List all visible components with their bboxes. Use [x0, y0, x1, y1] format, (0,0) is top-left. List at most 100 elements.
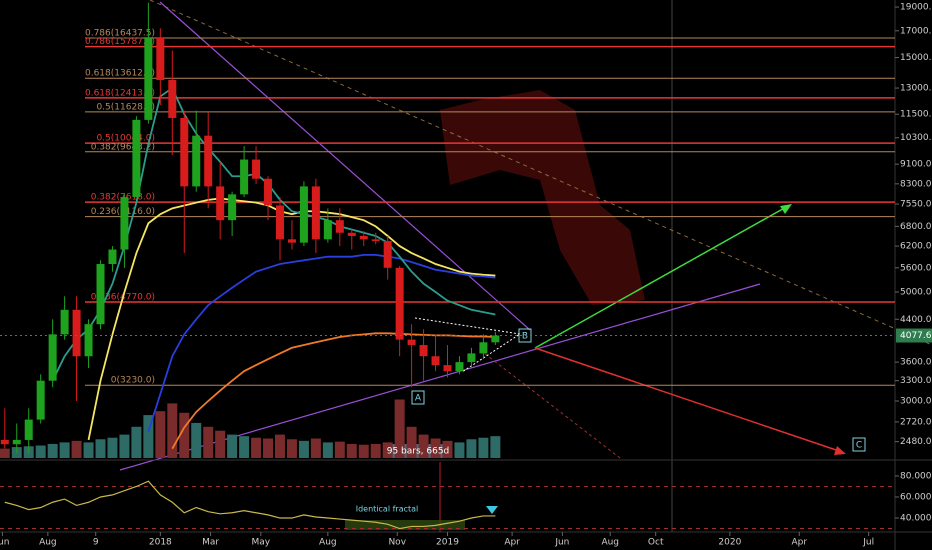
- indicator-tick-label: 40.0000: [900, 514, 932, 524]
- candle-body: [491, 335, 500, 343]
- candle-body: [108, 249, 117, 265]
- trendline: [119, 283, 761, 471]
- x-tick-label: 2020: [718, 538, 741, 548]
- candle-body: [144, 37, 153, 120]
- volume-bar: [179, 412, 190, 458]
- volume-bar: [394, 399, 405, 458]
- volume-bar: [143, 415, 154, 458]
- y-tick-label: 5600.0: [900, 263, 932, 273]
- volume-bar: [83, 442, 94, 458]
- y-tick-label: 7550.0: [900, 200, 932, 210]
- x-tick-label: May: [252, 538, 271, 548]
- level-label: 0.5(11628.0): [96, 102, 155, 112]
- candle-body: [204, 135, 213, 187]
- volume-bar: [346, 443, 357, 458]
- volume-bar: [466, 439, 477, 458]
- annotation: B: [522, 332, 528, 342]
- candle-body: [180, 117, 189, 187]
- x-tick-label: 9: [93, 538, 99, 548]
- candle-body: [264, 178, 273, 206]
- volume-bar: [418, 434, 429, 458]
- candle-body: [323, 220, 332, 240]
- y-tick-label: 3300.0: [900, 376, 932, 386]
- y-tick-label: 8300.0: [900, 179, 932, 189]
- indicator-tick-label: 80.0000: [900, 471, 932, 481]
- candle-body: [60, 309, 69, 335]
- candle-body: [240, 159, 249, 195]
- y-tick-label: 6800.0: [900, 222, 932, 232]
- arrow-head: [834, 446, 846, 455]
- y-tick-label: 2720.0: [900, 417, 932, 427]
- candle-body: [347, 232, 356, 236]
- volume-bar: [59, 442, 70, 458]
- candle-body: [156, 37, 165, 81]
- volume-bar: [286, 439, 297, 458]
- candle-body: [96, 264, 105, 325]
- candle-body: [84, 324, 93, 357]
- candle-body: [311, 186, 320, 240]
- arrow: [534, 205, 789, 349]
- candle-body: [36, 380, 45, 420]
- candle-body: [371, 239, 380, 241]
- annotation: A: [415, 394, 422, 404]
- x-tick-label: Apr: [791, 538, 807, 548]
- candle-body: [299, 186, 308, 243]
- volume-bar: [203, 426, 214, 458]
- volume-bar: [274, 434, 285, 458]
- x-tick-label: Oct: [648, 538, 664, 548]
- annotation: 95 bars, 665d: [387, 447, 450, 457]
- volume-bar: [263, 438, 274, 458]
- annotation-box: [852, 437, 866, 452]
- x-tick-label: 2018: [149, 538, 172, 548]
- candle-body: [24, 419, 33, 440]
- trendline: [479, 349, 621, 459]
- volume-bar: [442, 440, 453, 458]
- candle-body: [72, 309, 81, 357]
- x-tick-label: Aug: [319, 538, 337, 548]
- level-label: 0.5(10044.0): [96, 134, 155, 144]
- candle-body: [443, 365, 452, 372]
- volume-bar: [191, 422, 202, 458]
- candle-body: [467, 353, 476, 363]
- candle-body: [419, 345, 428, 357]
- volume-bar: [322, 442, 333, 458]
- candle-body: [479, 342, 488, 354]
- volume-bar: [251, 437, 262, 458]
- x-tick-label: Mar: [202, 538, 219, 548]
- triangle: [414, 317, 522, 373]
- x-tick-label: Nov: [388, 538, 406, 548]
- x-tick-label: Apr: [504, 538, 520, 548]
- volume-bar: [382, 442, 393, 458]
- volume-bar: [334, 441, 345, 458]
- indicator-tick-label: 60.0000: [900, 493, 932, 503]
- x-tick-label: Jul: [862, 538, 874, 548]
- volume-bar: [454, 442, 465, 458]
- volume-bar: [310, 438, 321, 458]
- y-tick-label: 5000.0: [900, 287, 932, 297]
- candle-body: [168, 80, 177, 118]
- down-arrow: [486, 506, 498, 514]
- candle-body: [228, 194, 237, 221]
- level-label: 0.786(16437.5): [85, 28, 155, 38]
- y-tick-label: 19000.0: [900, 3, 932, 13]
- annotation: C: [856, 441, 862, 451]
- candle-body: [0, 439, 9, 445]
- level-label: 0.382(9643.2): [91, 142, 155, 152]
- candle-body: [359, 235, 368, 240]
- x-tick-label: 2019: [436, 538, 459, 548]
- volume-bar: [215, 430, 226, 458]
- arrow-head: [780, 204, 792, 214]
- last-price-box: [896, 328, 932, 343]
- moving-average: [147, 253, 496, 432]
- volume-bar: [35, 445, 46, 458]
- candle-body: [383, 240, 392, 268]
- volume-bar: [95, 439, 106, 458]
- volume-bar: [0, 448, 10, 458]
- x-tick-label: Aug: [39, 538, 57, 548]
- candle-body: [275, 205, 284, 240]
- candle-body: [287, 239, 296, 243]
- y-tick-label: 3000.0: [900, 397, 932, 407]
- annotation: Identical fractal: [356, 505, 419, 514]
- volume-bar: [239, 436, 250, 458]
- trendline: [149, 0, 932, 346]
